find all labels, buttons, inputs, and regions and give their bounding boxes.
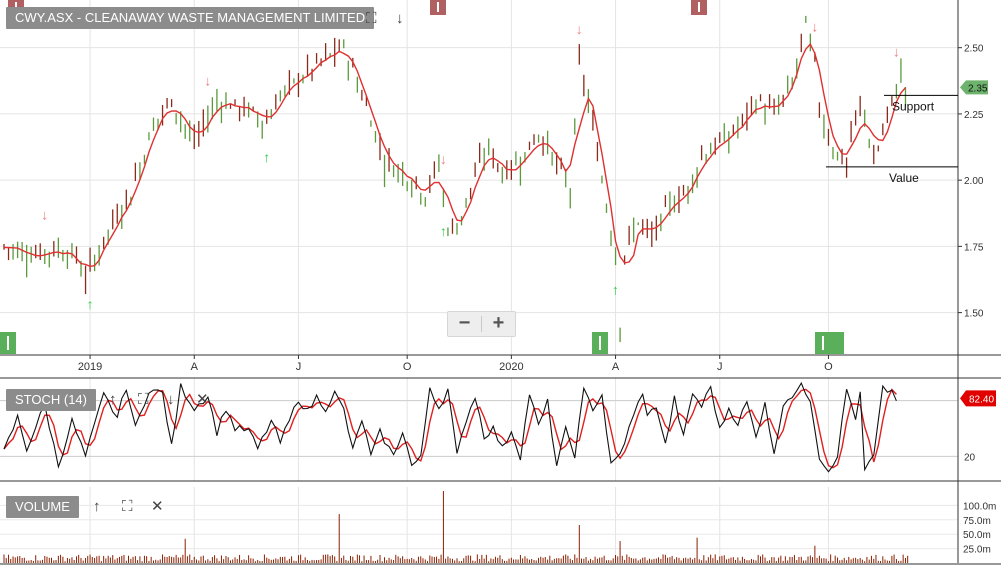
stoch-k-line xyxy=(3,381,897,473)
expand-icon[interactable]: ⛶ xyxy=(366,10,377,27)
value-label: Value xyxy=(889,171,919,185)
time-tick-label: O xyxy=(824,361,833,373)
stochastic-lines xyxy=(3,381,897,473)
volume-tick-label: 75.0m xyxy=(963,516,991,527)
price-tick-label: 2.25 xyxy=(964,110,984,121)
event-marker-bottom xyxy=(815,332,844,354)
volume-tick-label: 25.0m xyxy=(963,545,991,556)
stoch-value-label: 82.40 xyxy=(969,394,994,405)
volume-tick-label: 50.0m xyxy=(963,530,991,541)
price-bars xyxy=(3,15,907,343)
sell-signal-arrow: ↓ xyxy=(440,151,447,167)
price-tick-label: 2.00 xyxy=(964,176,984,187)
stoch-tick-label: 20 xyxy=(964,452,976,463)
close-icon[interactable]: ✕ xyxy=(151,498,164,515)
arrow-down-icon[interactable]: ↓ xyxy=(396,10,404,27)
volume-bars xyxy=(3,491,909,563)
sell-signal-arrow: ↓ xyxy=(204,73,211,89)
buy-signal-arrow: ↑ xyxy=(612,281,619,297)
moving-average xyxy=(3,42,907,268)
time-tick-label: O xyxy=(403,361,412,373)
stoch-value-tag xyxy=(960,390,996,407)
close-icon[interactable]: ✕ xyxy=(196,391,209,408)
arrow-up-icon[interactable]: ↑ xyxy=(109,391,117,408)
expand-icon[interactable]: ⛶ xyxy=(122,498,133,515)
arrow-down-icon[interactable]: ↓ xyxy=(167,391,175,408)
volume-grid xyxy=(0,504,958,550)
time-tick-label: J xyxy=(296,361,302,373)
sell-signal-arrow: ↓ xyxy=(41,207,48,223)
time-tick-label: J xyxy=(717,361,723,373)
arrow-up-icon[interactable]: ↑ xyxy=(93,498,101,515)
time-tick-label: A xyxy=(191,361,199,373)
price-tick-label: 1.50 xyxy=(964,309,984,320)
price-grid xyxy=(0,0,958,563)
price-tick-label: 1.75 xyxy=(964,242,984,253)
last-price-label: 2.35 xyxy=(968,83,988,94)
buy-signal-arrow: ↑ xyxy=(87,296,94,312)
stoch-grid xyxy=(0,400,958,457)
moving-average-line xyxy=(3,42,907,268)
volume-panel-title: VOLUME xyxy=(6,496,79,518)
annotations: Support Value 2.35 xyxy=(826,80,988,185)
time-tick-label: 2019 xyxy=(78,361,102,373)
buy-signal-arrow: ↑ xyxy=(440,223,447,239)
sell-signal-arrow: ↓ xyxy=(893,43,900,59)
sell-signal-arrow: ↓ xyxy=(576,21,583,37)
price-tick-label: 2.50 xyxy=(964,44,984,55)
zoom-out-button[interactable]: − xyxy=(458,312,471,334)
event-markers xyxy=(0,0,844,354)
zoom-control: − + xyxy=(447,311,516,337)
stoch-panel-title: STOCH (14) xyxy=(6,389,96,411)
zoom-in-button[interactable]: + xyxy=(492,312,505,334)
expand-icon[interactable]: ⛶ xyxy=(138,391,149,408)
price-panel-title: CWY.ASX - CLEANAWAY WASTE MANAGEMENT LIM… xyxy=(6,7,375,29)
time-tick-label: 2020 xyxy=(499,361,523,373)
zoom-divider xyxy=(481,316,482,332)
axis-labels: 1.50 1.75 2.00 2.25 2.50 2019 A J O 2020 A J O 20 82.4… xyxy=(78,44,997,556)
volume-tick-label: 100.0m xyxy=(963,501,996,512)
support-label: Support xyxy=(892,99,935,113)
signal-arrows: ↓ ↓ ↓ ↓ ↓ ↓ ↓ ↑ ↑ ↑ ↑ xyxy=(41,8,900,312)
buy-signal-arrow: ↑ xyxy=(263,149,270,165)
time-tick-label: A xyxy=(612,361,620,373)
sell-signal-arrow: ↓ xyxy=(811,19,818,35)
last-price-tag xyxy=(960,80,988,95)
